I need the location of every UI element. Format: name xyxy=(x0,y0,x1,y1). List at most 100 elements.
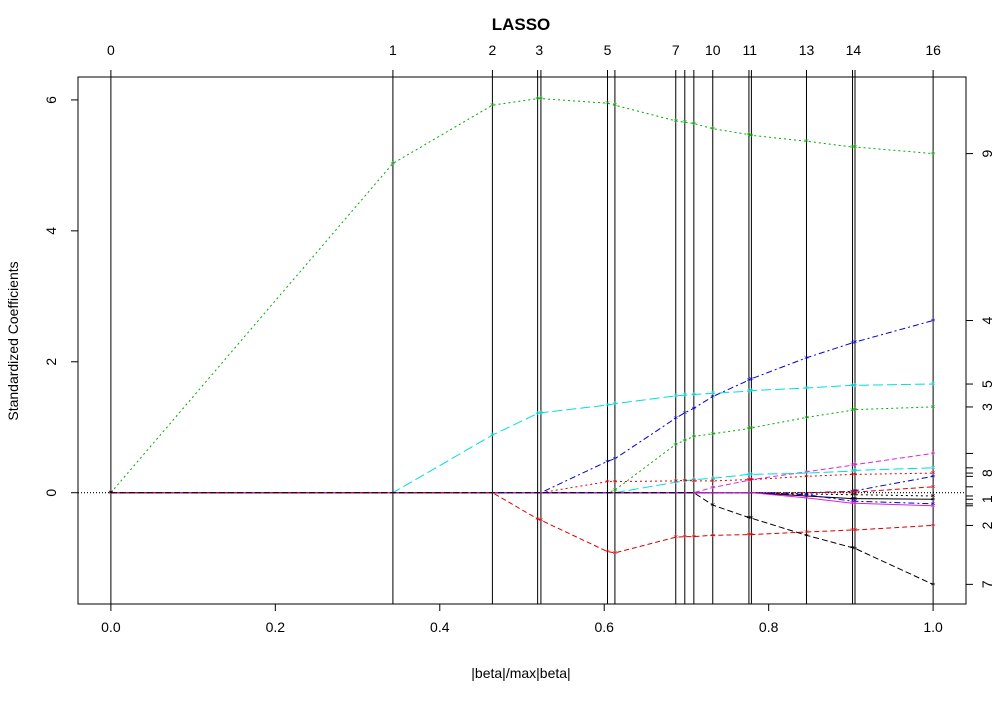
coefficient-point: * xyxy=(692,477,697,487)
coefficient-point: * xyxy=(804,532,809,542)
coefficient-point: * xyxy=(711,393,716,403)
coefficient-point: * xyxy=(674,393,679,403)
coefficient-path xyxy=(110,472,934,494)
coefficient-point: * xyxy=(853,488,858,498)
x-tick-label: 0.0 xyxy=(101,619,121,635)
coefficient-point: * xyxy=(850,527,855,537)
coefficient-point: * xyxy=(674,415,679,425)
coefficient-point: * xyxy=(804,138,809,148)
coefficient-point: * xyxy=(853,527,858,537)
coefficient-point: * xyxy=(109,490,114,500)
coefficient-point: * xyxy=(749,388,754,398)
coefficient-point: * xyxy=(109,490,114,500)
coefficient-point: * xyxy=(605,479,610,489)
coefficient-point: * xyxy=(711,390,716,400)
coefficient-point: * xyxy=(931,470,936,480)
coefficient-point: * xyxy=(683,119,688,129)
coefficient-point: * xyxy=(109,490,114,500)
coefficient-point: * xyxy=(683,477,688,487)
right-tick-label: 3 xyxy=(979,403,995,411)
coefficient-point: * xyxy=(749,132,754,142)
coefficient-point: * xyxy=(711,475,716,485)
coefficient-point: * xyxy=(109,490,114,500)
coefficient-point: * xyxy=(539,517,544,527)
coefficient-point: * xyxy=(931,404,936,414)
coefficient-point: * xyxy=(490,432,495,442)
coefficient-point: * xyxy=(850,488,855,498)
coefficient-point: * xyxy=(711,484,716,494)
y-tick-label: 0 xyxy=(43,489,59,497)
coefficient-point: * xyxy=(931,318,936,328)
coefficient-point: * xyxy=(931,503,936,513)
coefficient-point: * xyxy=(109,490,114,500)
coefficient-point: * xyxy=(711,126,716,136)
x-tick-label: 0.2 xyxy=(266,619,286,635)
right-tick-label: 4 xyxy=(979,316,995,324)
coefficient-point: * xyxy=(749,515,754,525)
coefficient-point: * xyxy=(749,477,754,487)
coefficient-point: * xyxy=(804,470,809,480)
coefficient-point: * xyxy=(853,382,858,392)
coefficient-point: * xyxy=(931,381,936,391)
top-tick-label: 10 xyxy=(705,42,721,58)
coefficient-point: * xyxy=(109,490,114,500)
top-tick-label: 1 xyxy=(389,42,397,58)
coefficient-point: * xyxy=(674,478,679,488)
coefficient-point: * xyxy=(683,410,688,420)
coefficient-point: * xyxy=(747,515,752,525)
coefficient-point: * xyxy=(931,465,936,475)
coefficient-point: * xyxy=(711,532,716,542)
coefficient-point: * xyxy=(747,532,752,542)
coefficient-point: * xyxy=(749,477,754,487)
coefficient-point: * xyxy=(109,490,114,500)
coefficient-point: * xyxy=(535,410,540,420)
coefficient-point: * xyxy=(853,462,858,472)
coefficient-point: * xyxy=(683,437,688,447)
coefficient-point: * xyxy=(853,500,858,510)
coefficient-point: * xyxy=(109,490,114,500)
coefficient-point: * xyxy=(931,493,936,503)
coefficient-point: * xyxy=(683,478,688,488)
coefficient-point: * xyxy=(674,534,679,544)
coefficient-point: * xyxy=(804,529,809,539)
coefficient-point: * xyxy=(692,405,697,415)
coefficient-point: * xyxy=(711,431,716,441)
coefficient-point: * xyxy=(683,392,688,402)
coefficient-point: * xyxy=(613,487,618,497)
coefficient-point: * xyxy=(850,382,855,392)
coefficient-point: * xyxy=(804,469,809,479)
coefficient-path xyxy=(110,98,934,494)
coefficient-point: * xyxy=(931,473,936,483)
coefficient-point: * xyxy=(711,478,716,488)
coefficient-point: * xyxy=(749,471,754,481)
top-tick-label: 0 xyxy=(107,42,115,58)
coefficient-point: * xyxy=(674,118,679,128)
coefficient-point: * xyxy=(109,490,114,500)
coefficient-point: * xyxy=(931,501,936,511)
right-tick-label: 8 xyxy=(979,469,995,477)
coefficient-point: * xyxy=(674,441,679,451)
x-axis-label: |beta|/max|beta| xyxy=(471,665,570,681)
coefficient-path xyxy=(110,492,934,554)
coefficient-point: * xyxy=(535,516,540,526)
coefficient-path xyxy=(110,406,934,494)
coefficient-point: * xyxy=(853,545,858,555)
coefficient-point: * xyxy=(605,100,610,110)
coefficient-point: * xyxy=(109,490,114,500)
y-axis-label: Standardized Coefficients xyxy=(5,261,21,420)
coefficient-path xyxy=(110,383,934,494)
coefficient-point: * xyxy=(931,484,936,494)
x-tick-label: 0.6 xyxy=(594,619,614,635)
coefficient-point: * xyxy=(539,410,544,420)
coefficient-point: * xyxy=(692,534,697,544)
coefficient-point: * xyxy=(711,502,716,512)
coefficient-point: * xyxy=(613,102,618,112)
coefficient-path xyxy=(110,492,934,585)
plot-frame xyxy=(77,76,967,605)
coefficient-paths: ***** * ** * ********** *** ************* ** * * *… xyxy=(109,96,936,592)
coefficient-point: * xyxy=(109,490,114,500)
coefficient-point: * xyxy=(804,385,809,395)
coefficient-path xyxy=(110,320,934,494)
